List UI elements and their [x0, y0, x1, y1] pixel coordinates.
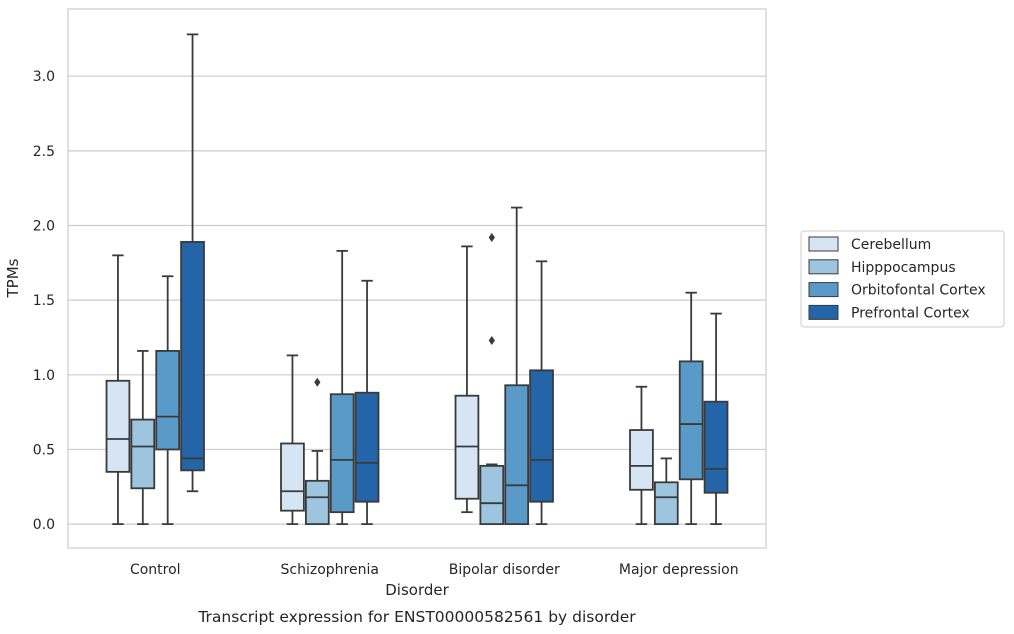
box-orbitofontal-cortex: [678, 291, 704, 526]
box-orbitofontal-cortex: [155, 275, 181, 526]
y-tick-label: 0.5: [33, 442, 55, 458]
box-prefrontal-cortex: [529, 260, 554, 526]
chart-caption: Transcript expression for ENST0000058256…: [197, 608, 636, 626]
legend-swatch: [808, 304, 839, 320]
box-cerebellum: [629, 385, 654, 526]
box-prefrontal-cortex: [180, 33, 205, 493]
y-tick-label: 2.5: [33, 144, 55, 160]
legend-entry: Hipppocampus: [851, 260, 956, 276]
box-cerebellum: [105, 254, 131, 526]
legend-swatch: [808, 259, 839, 275]
box-orbitofontal-cortex: [504, 206, 530, 526]
legend-entry: Cerebellum: [851, 237, 931, 253]
x-tick-label: Major depression: [619, 562, 739, 578]
y-tick-label: 1.0: [33, 368, 55, 384]
plot-frame: [67, 8, 767, 549]
legend: Cerebellum Hipppocampus Orbitofontal Corte…: [800, 230, 1005, 328]
y-tick-label: 0.0: [33, 517, 55, 533]
legend-frame: [800, 230, 1005, 328]
x-tick-label: Bipolar disorder: [449, 562, 560, 578]
y-axis-label: TPMs: [4, 258, 22, 298]
box-cerebellum: [280, 354, 305, 526]
y-tick-label: 2.0: [33, 218, 55, 234]
iqr-box: [130, 418, 156, 490]
y-tick-label: 1.5: [33, 293, 55, 309]
outlier-point: [314, 377, 321, 387]
x-axis-label: Disorder: [385, 581, 449, 599]
box-hipppocampus: [304, 377, 330, 526]
y-tick-label: 3.0: [33, 69, 55, 85]
box-hipppocampus: [479, 232, 505, 526]
iqr-box: [280, 442, 305, 512]
iqr-box: [504, 384, 530, 526]
x-tick-labels: Control Schizophrenia Bipolar disorder Majo…: [130, 562, 739, 578]
box-cerebellum: [454, 245, 480, 514]
box-hipppocampus: [130, 350, 156, 526]
iqr-box: [629, 429, 654, 491]
box-prefrontal-cortex: [354, 279, 380, 526]
iqr-box: [155, 350, 181, 451]
legend-swatch: [808, 236, 839, 252]
x-tick-label: Control: [130, 562, 181, 578]
iqr-box: [479, 464, 505, 526]
iqr-box: [304, 479, 330, 526]
box-prefrontal-cortex: [703, 312, 729, 526]
legend-entry: Prefrontal Cortex: [851, 305, 970, 321]
iqr-box: [329, 393, 355, 514]
box-series: [105, 33, 729, 526]
legend-swatch: [808, 282, 839, 298]
y-gridlines: [68, 75, 766, 525]
iqr-box: [354, 391, 380, 503]
iqr-box: [678, 360, 704, 481]
iqr-box: [703, 400, 729, 494]
iqr-box: [653, 481, 679, 526]
outlier-point: [488, 335, 495, 345]
iqr-box: [180, 241, 205, 472]
y-tick-labels: 0.0 0.5 1.0 1.5 2.0 2.5 3.0: [33, 69, 55, 533]
iqr-box: [105, 379, 131, 473]
box-orbitofontal-cortex: [329, 249, 355, 526]
box-hipppocampus: [653, 457, 679, 526]
outlier-point: [488, 232, 495, 242]
legend-entry: Orbitofontal Cortex: [851, 283, 986, 299]
x-tick-label: Schizophrenia: [281, 562, 379, 578]
iqr-box: [529, 369, 554, 503]
